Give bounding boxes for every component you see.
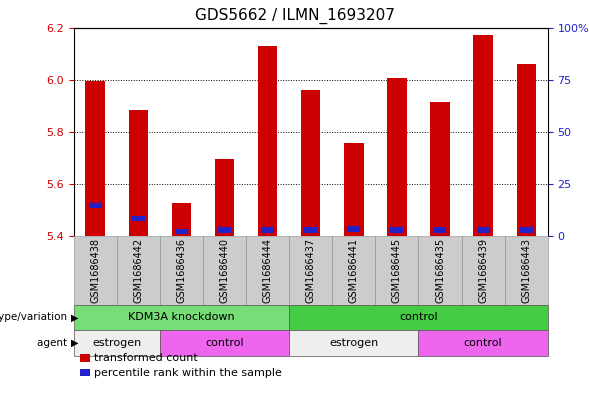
Text: GSM1686435: GSM1686435 xyxy=(435,238,445,303)
Text: GSM1686437: GSM1686437 xyxy=(306,238,316,303)
Text: transformed count: transformed count xyxy=(94,353,198,363)
Bar xyxy=(517,64,536,236)
Bar xyxy=(215,159,234,236)
Bar xyxy=(175,229,188,235)
Bar xyxy=(132,216,145,222)
Text: agent: agent xyxy=(37,338,71,348)
Text: GSM1686440: GSM1686440 xyxy=(220,238,230,303)
Text: GSM1686445: GSM1686445 xyxy=(392,238,402,303)
Bar xyxy=(171,203,191,236)
Text: estrogen: estrogen xyxy=(329,338,378,348)
Bar xyxy=(85,81,105,236)
Bar xyxy=(261,228,274,233)
Text: control: control xyxy=(399,312,438,322)
Text: ▶: ▶ xyxy=(71,312,78,322)
Text: GSM1686443: GSM1686443 xyxy=(521,238,531,303)
Text: control: control xyxy=(205,338,244,348)
Bar xyxy=(477,228,489,233)
Bar xyxy=(387,78,406,236)
Bar xyxy=(301,90,320,236)
Text: percentile rank within the sample: percentile rank within the sample xyxy=(94,368,282,378)
Bar xyxy=(348,226,360,232)
Text: GSM1686439: GSM1686439 xyxy=(478,238,488,303)
Text: GSM1686438: GSM1686438 xyxy=(90,238,100,303)
Bar xyxy=(305,228,317,233)
Bar xyxy=(344,143,363,236)
Bar xyxy=(128,110,148,236)
Text: GSM1686441: GSM1686441 xyxy=(349,238,359,303)
Text: KDM3A knockdown: KDM3A knockdown xyxy=(128,312,234,322)
Bar xyxy=(89,203,102,208)
Bar xyxy=(474,35,493,236)
Text: GSM1686444: GSM1686444 xyxy=(263,238,273,303)
Text: GSM1686442: GSM1686442 xyxy=(133,238,143,303)
Bar xyxy=(218,228,231,233)
Bar xyxy=(434,228,446,233)
Text: control: control xyxy=(464,338,502,348)
Text: GSM1686436: GSM1686436 xyxy=(176,238,186,303)
Text: genotype/variation: genotype/variation xyxy=(0,312,71,322)
Text: ▶: ▶ xyxy=(71,338,78,348)
Text: GDS5662 / ILMN_1693207: GDS5662 / ILMN_1693207 xyxy=(194,8,395,24)
Text: estrogen: estrogen xyxy=(92,338,141,348)
Bar xyxy=(391,228,403,233)
Bar xyxy=(258,46,277,236)
Bar xyxy=(519,228,532,233)
Bar xyxy=(431,102,450,236)
